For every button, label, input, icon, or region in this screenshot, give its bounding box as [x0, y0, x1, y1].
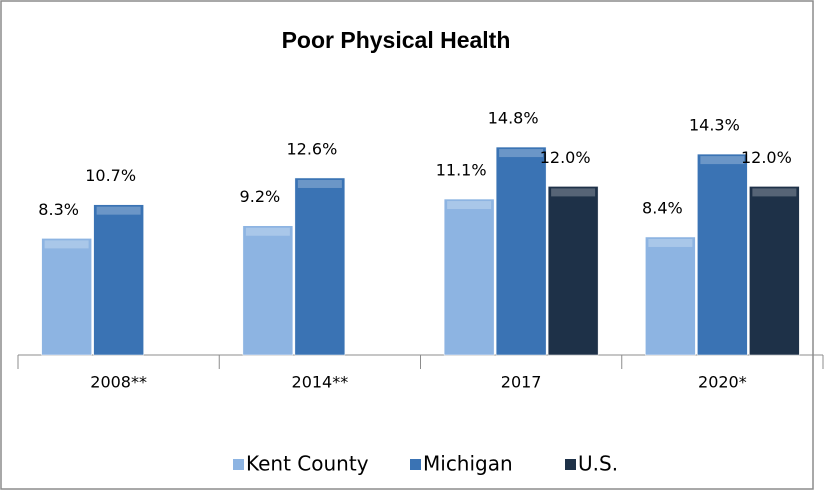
bar-bevel [96, 206, 141, 215]
legend-swatch [410, 459, 421, 470]
legend-label: Michigan [423, 452, 513, 476]
value-label: 11.1% [436, 161, 487, 180]
legend-label: U.S. [578, 452, 618, 476]
value-label: 8.3% [38, 200, 79, 219]
legend-swatch [565, 459, 576, 470]
bar [697, 153, 748, 356]
x-tick-label: 2014** [292, 373, 349, 392]
bar [41, 238, 92, 356]
bar [294, 177, 346, 356]
value-label: 10.7% [85, 166, 136, 185]
value-label: 12.0% [540, 148, 591, 167]
bar [645, 236, 696, 356]
bar-bevel [297, 179, 342, 188]
bar [547, 186, 599, 356]
value-label: 14.8% [488, 109, 539, 128]
bar-bevel [648, 238, 693, 247]
bar-bevel [44, 240, 89, 249]
value-label: 12.6% [286, 139, 337, 158]
chart-title: Poor Physical Health [282, 27, 511, 53]
legend-swatch [233, 459, 244, 470]
bar-bevel [245, 227, 290, 236]
value-label: 9.2% [240, 187, 281, 206]
bar-bevel [551, 188, 596, 197]
bar-bevel [700, 156, 745, 165]
bar [749, 186, 800, 356]
legend-label: Kent County [246, 452, 369, 476]
bar-bevel [752, 188, 797, 197]
bar [242, 225, 294, 356]
bar-bevel [447, 201, 492, 210]
value-label: 8.4% [642, 198, 683, 217]
value-label: 14.3% [689, 116, 740, 135]
x-tick-label: 2017 [501, 373, 542, 392]
bar-bevel [499, 149, 544, 158]
value-label: 12.0% [741, 148, 792, 167]
bar [443, 198, 495, 356]
x-tick-label: 2008** [90, 373, 147, 392]
bar [495, 146, 547, 356]
bar [93, 204, 144, 356]
x-tick-label: 2020* [698, 373, 747, 392]
